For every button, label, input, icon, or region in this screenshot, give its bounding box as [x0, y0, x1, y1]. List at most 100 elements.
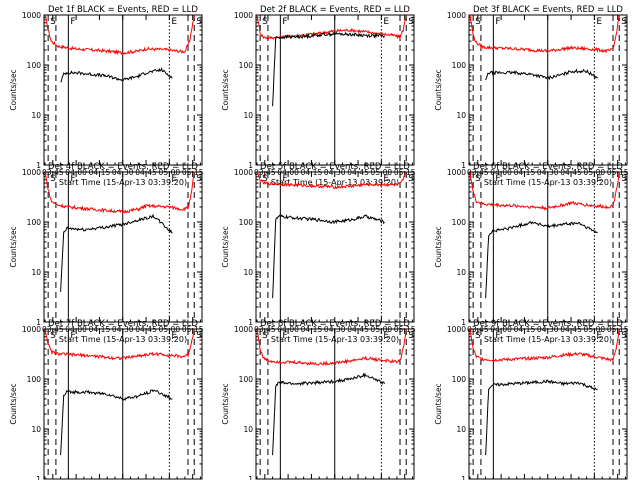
y-tick-label: 10 [31, 111, 41, 120]
lld-series-line [256, 328, 407, 366]
event-marker-label: F [495, 17, 500, 27]
y-axis-label: Counts/sec [434, 69, 443, 110]
events-series-line [60, 389, 173, 456]
event-marker-label: S [621, 17, 627, 27]
events-series-line [272, 372, 385, 456]
event-marker-label: E [596, 17, 602, 27]
y-tick-label: 10 [243, 425, 253, 434]
event-marker-label: S [50, 174, 56, 184]
y-tick-label: 100 [452, 61, 467, 70]
lld-series-line [256, 171, 407, 190]
event-marker-label: F [495, 174, 500, 184]
y-axis-label: Counts/sec [434, 226, 443, 267]
event-marker-label: S [408, 331, 414, 341]
event-marker-label: S [50, 331, 56, 341]
event-marker-label: E [383, 174, 389, 184]
y-tick-label: 10 [456, 111, 466, 120]
chart-panel: Det 3f BLACK = Events, RED = LLD 1 10 100 10… [434, 5, 629, 187]
event-marker-label: E [171, 174, 177, 184]
plot-frame [468, 328, 628, 480]
event-marker-label: F [70, 331, 75, 341]
y-axis-label: Counts/sec [434, 383, 443, 424]
y-tick-label: 1000 [22, 11, 41, 20]
y-tick-label: 100 [27, 375, 42, 384]
chart-title: Det 5f BLACK = Events, RED = LLD [260, 162, 410, 172]
chart-title: Det 6f BLACK = Events, RED = LLD [473, 162, 623, 172]
chart-panel: Det 2f BLACK = Events, RED = LLD 1 10 100 10… [221, 5, 416, 187]
events-series-line [60, 213, 173, 292]
event-marker-label: E [383, 331, 389, 341]
chart-title: Det 2f BLACK = Events, RED = LLD [260, 5, 410, 15]
y-tick-label: 1000 [447, 325, 466, 334]
event-marker-label: E [596, 331, 602, 341]
event-marker-label: S [475, 174, 481, 184]
y-tick-label: 1 [36, 161, 41, 170]
y-tick-label: 1000 [234, 168, 253, 177]
event-marker-label: F [495, 331, 500, 341]
y-tick-label: 1000 [447, 11, 466, 20]
chart-panel: Det 8f BLACK = Events, RED = LLD 1 10 100 10… [221, 319, 415, 480]
event-marker-label: S [196, 331, 202, 341]
event-marker-label: F [70, 174, 75, 184]
lld-series-line [469, 14, 620, 54]
events-series-line [485, 221, 598, 299]
event-marker-label: F [282, 174, 287, 184]
chart-panel: Det 7f BLACK = Events, RED = LLD 1 10 100 10… [9, 319, 203, 480]
event-marker-label: F [282, 17, 287, 27]
y-tick-label: 100 [239, 218, 254, 227]
y-tick-label: 100 [239, 375, 254, 384]
plot-frame [255, 171, 415, 323]
event-marker-label: F [70, 17, 75, 27]
event-marker-label: S [408, 17, 414, 27]
chart-panel: Det 9f BLACK = Events, RED = LLD 1 10 100 10… [434, 319, 628, 480]
y-tick-label: 100 [27, 61, 42, 70]
y-tick-label: 100 [452, 375, 467, 384]
y-tick-label: 10 [456, 268, 466, 277]
lld-series-line [44, 171, 195, 214]
events-series-line [272, 214, 385, 299]
chart-title: Det 4f BLACK = Events, RED = LLD [48, 162, 198, 172]
event-marker-label: S [621, 331, 627, 341]
y-tick-label: 10 [243, 111, 253, 120]
event-marker-label: E [383, 17, 389, 27]
y-tick-label: 1000 [22, 325, 41, 334]
chart-title: Det 7f BLACK = Events, RED = LLD [48, 319, 198, 329]
event-marker-label: F [282, 331, 287, 341]
chart-title: Det 1f BLACK = Events, RED = LLD [48, 5, 198, 15]
x-axis-label: Start Time (15-Apr-13 03:39:20) [271, 178, 399, 187]
y-axis-label: Counts/sec [221, 383, 230, 424]
chart-title: Det 3f BLACK = Events, RED = LLD [473, 5, 623, 15]
y-tick-label: 10 [31, 425, 41, 434]
lld-series-line [44, 14, 195, 56]
y-tick-label: 10 [243, 268, 253, 277]
event-marker-label: S [475, 17, 481, 27]
x-axis-label: Start Time (15-Apr-13 03:39:20) [484, 335, 612, 344]
events-series-line [60, 66, 173, 83]
event-marker-label: E [171, 17, 177, 27]
event-marker-label: S [262, 331, 268, 341]
events-series-line [485, 379, 598, 456]
y-tick-label: 1 [461, 318, 466, 327]
y-tick-label: 1 [36, 475, 41, 480]
event-marker-label: S [50, 17, 56, 27]
event-marker-label: E [596, 174, 602, 184]
y-tick-label: 10 [456, 425, 466, 434]
y-axis-label: Counts/sec [221, 69, 230, 110]
event-marker-label: S [621, 174, 627, 184]
lld-series-line [44, 328, 195, 361]
chart-title: Det 9f BLACK = Events, RED = LLD [473, 319, 623, 329]
events-series-line [272, 31, 385, 107]
y-tick-label: 1 [248, 318, 253, 327]
y-tick-label: 1000 [234, 325, 253, 334]
event-marker-label: S [262, 174, 268, 184]
chart-panel: Det 5f BLACK = Events, RED = LLD 1 10 100 10… [221, 162, 416, 344]
lld-series-line [469, 171, 620, 211]
y-tick-label: 100 [239, 61, 254, 70]
y-axis-label: Counts/sec [9, 226, 18, 267]
lld-series-line [469, 328, 620, 362]
event-marker-label: S [475, 331, 481, 341]
y-tick-label: 1 [248, 475, 253, 480]
y-tick-label: 1 [461, 161, 466, 170]
y-tick-label: 100 [27, 218, 42, 227]
